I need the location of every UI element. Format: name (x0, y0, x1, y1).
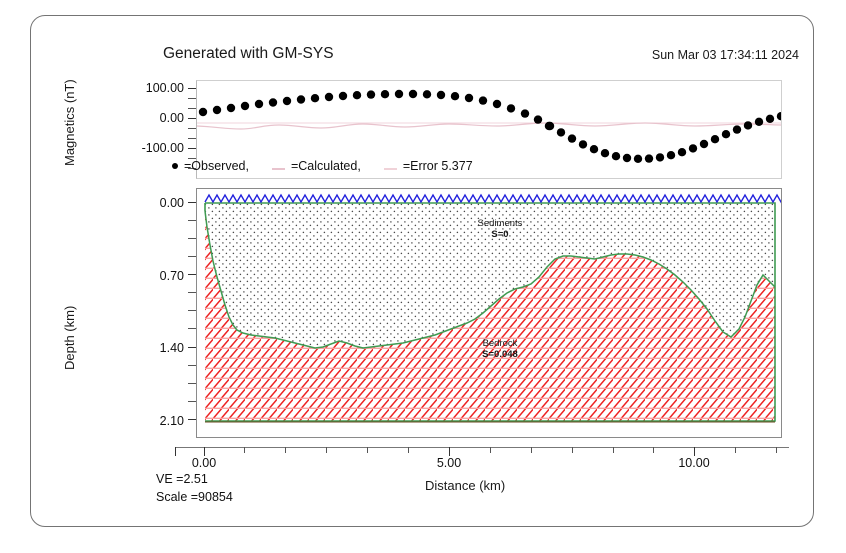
legend-item-error: =Error 5.377 (383, 159, 473, 173)
depth-tick-210: 2.10 (159, 414, 184, 428)
magnetics-tick-marks (188, 80, 197, 179)
calculated-curve (197, 122, 781, 130)
magnetics-tick-minus100: -100.00 (141, 141, 184, 155)
distance-axis-line (175, 447, 789, 448)
magnetics-plot-panel (196, 80, 782, 179)
cross-section-panel (196, 188, 782, 438)
sediments-susceptibility: S=0 (491, 229, 509, 240)
observed-dots (198, 89, 781, 163)
legend-item-calculated: =Calculated, (271, 159, 361, 173)
model-cross-section (204, 193, 781, 423)
station-markers (204, 193, 781, 204)
scale-note: Scale =90854 (156, 490, 233, 504)
bedrock-polygon (205, 211, 775, 421)
bedrock-susceptibility: S=0.048 (482, 349, 518, 360)
calculated-line-icon (271, 168, 285, 170)
distance-tick-000: 0.00 (191, 456, 217, 470)
magnetics-axis-label: Magnetics (nT) (62, 79, 77, 166)
depth-tick-marks (188, 188, 197, 438)
legend-label-calculated: =Calculated, (290, 159, 361, 173)
distance-tick-1000: 10.00 (678, 456, 710, 470)
legend-label-observed: =Observed, (184, 159, 249, 173)
sediments-polygon (205, 203, 775, 414)
distance-tick-500: 5.00 (436, 456, 462, 470)
magnetics-tick-100: 100.00 (145, 81, 184, 95)
distance-tick-marks (175, 447, 789, 456)
bedrock-interface-line (204, 210, 776, 349)
page-title: Generated with GM-SYS (163, 45, 334, 62)
observed-marker-icon (172, 163, 178, 169)
legend-label-error: =Error 5.377 (402, 159, 473, 173)
sediments-name: Sediments (477, 218, 523, 229)
depth-axis-label: Depth (km) (62, 305, 77, 370)
depth-tick-000: 0.00 (159, 196, 184, 210)
generation-timestamp: Sun Mar 03 17:34:11 2024 (651, 48, 799, 62)
depth-tick-140: 1.40 (159, 341, 184, 355)
unit-label-bedrock: Bedrock S=0.048 (448, 338, 552, 360)
distance-axis-label: Distance (km) (425, 478, 506, 493)
magnetics-legend: =Observed, =Calculated, =Error 5.377 (172, 156, 473, 176)
vertical-exaggeration-note: VE =2.51 (156, 472, 208, 486)
magnetics-curves (197, 89, 781, 163)
legend-item-observed: =Observed, (172, 159, 249, 173)
error-line-icon (383, 168, 397, 170)
model-outline (204, 202, 776, 422)
unit-label-sediments: Sediments S=0 (448, 218, 552, 240)
depth-tick-070: 0.70 (159, 269, 184, 283)
magnetics-tick-0: 0.00 (159, 111, 184, 125)
bedrock-name: Bedrock (482, 338, 518, 349)
